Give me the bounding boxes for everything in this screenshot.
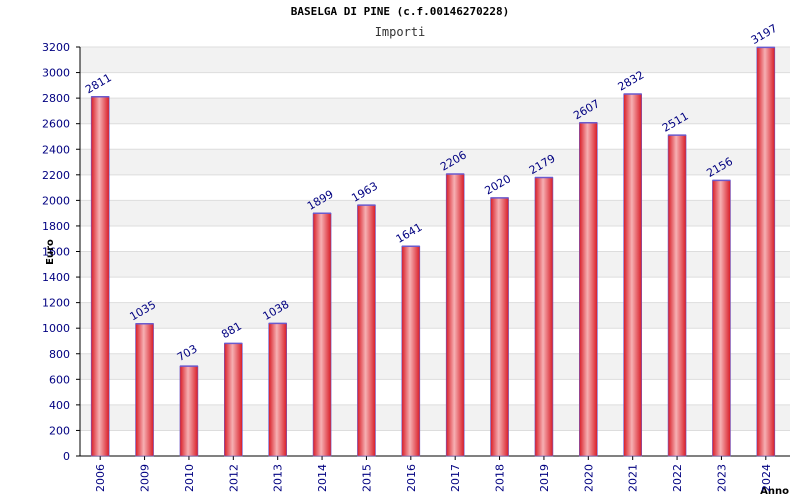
bar (179, 365, 199, 457)
grid-band (80, 47, 790, 73)
y-tick-label: 800 (49, 348, 70, 361)
x-tick-label: 2022 (671, 464, 684, 492)
x-axis-label: Anno (760, 486, 789, 497)
y-tick-label: 1000 (42, 322, 70, 335)
data-label: 3197 (749, 22, 780, 47)
x-tick-label: 2015 (360, 464, 373, 492)
bar (268, 323, 287, 457)
y-tick-label: 2800 (42, 92, 70, 105)
grid-band (80, 98, 790, 124)
chart-subtitle: Importi (374, 25, 426, 39)
x-tick-label: 2009 (139, 464, 152, 492)
bar (401, 245, 421, 457)
y-tick-label: 200 (49, 424, 70, 437)
bar (712, 180, 731, 457)
bar (90, 96, 110, 457)
data-label: 2020 (482, 172, 513, 197)
x-tick-label: 2016 (405, 464, 418, 492)
bar (534, 177, 554, 457)
bar (224, 343, 243, 457)
x-tick-label: 2020 (582, 464, 595, 492)
bar (756, 47, 776, 457)
bar (312, 212, 332, 457)
x-tick-label: 2006 (94, 464, 107, 492)
y-tick-label: 2600 (42, 118, 70, 131)
y-tick-label: 1800 (42, 220, 70, 233)
x-tick-label: 2012 (227, 464, 240, 492)
y-axis-label: Euro (45, 239, 56, 265)
y-tick-label: 2400 (42, 143, 70, 156)
y-tick-label: 400 (49, 399, 70, 412)
y-tick-label: 2200 (42, 169, 70, 182)
x-tick-label: 2013 (272, 464, 285, 492)
bar (490, 197, 509, 457)
x-tick-label: 2023 (715, 464, 728, 492)
bar (667, 134, 687, 457)
bar (623, 93, 642, 457)
x-tick-label: 2024 (760, 464, 773, 492)
x-tick-label: 2010 (183, 464, 196, 492)
y-tick-label: 1200 (42, 297, 70, 310)
bar (445, 173, 465, 457)
bar (357, 204, 376, 457)
y-tick-label: 600 (49, 373, 70, 386)
bar (135, 323, 154, 457)
y-tick-label: 2000 (42, 194, 70, 207)
y-tick-label: 1400 (42, 271, 70, 284)
y-tick-label: 0 (63, 450, 70, 463)
x-tick-label: 2017 (449, 464, 462, 492)
chart-title: BASELGA DI PINE (c.f.00146270228) (290, 5, 510, 18)
bar (579, 122, 598, 457)
y-tick-label: 3000 (42, 67, 70, 80)
y-tick-label: 3200 (42, 41, 70, 54)
x-tick-label: 2014 (316, 464, 329, 492)
y-tick-label: 1600 (42, 246, 70, 259)
x-tick-label: 2019 (538, 464, 551, 492)
x-tick-label: 2021 (627, 464, 640, 492)
data-label: 2811 (83, 71, 114, 96)
x-tick-label: 2018 (494, 464, 507, 492)
